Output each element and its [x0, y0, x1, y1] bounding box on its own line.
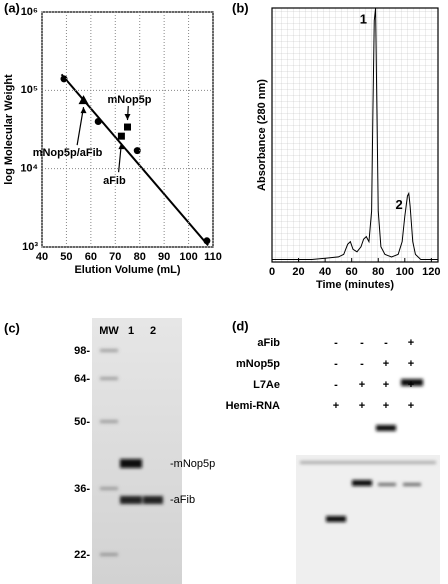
- x-tick-label: 70: [109, 251, 121, 263]
- marker-label: 22-: [74, 549, 90, 561]
- band-label: -aFib: [170, 494, 195, 506]
- row-label: L7Ae: [253, 379, 280, 391]
- lane-sign: +: [383, 379, 389, 391]
- x-tick-label: 60: [346, 266, 358, 278]
- point-label: mNop5p: [108, 94, 152, 106]
- y-tick-label: 10³: [22, 241, 38, 253]
- x-axis-label: Time (minutes): [316, 279, 394, 291]
- lane-sign: -: [384, 337, 388, 349]
- x-tick-label: 80: [372, 266, 384, 278]
- arrow-head: [124, 114, 131, 121]
- marker-label: 64-: [74, 373, 90, 385]
- data-point: [124, 123, 131, 131]
- lane-sign: -: [334, 337, 338, 349]
- y-axis-label: log Molecular Weight: [3, 74, 15, 185]
- lane-sign: +: [359, 379, 365, 391]
- plot-frame: [271, 7, 439, 263]
- lane-sign: +: [383, 358, 389, 370]
- lane-sign: +: [359, 400, 365, 412]
- panel-label: (b): [232, 0, 249, 15]
- x-tick-label: 120: [422, 266, 440, 278]
- gel-d-background: [296, 455, 440, 584]
- lane-sign: -: [360, 358, 364, 370]
- x-axis-label: Elution Volume (mL): [74, 264, 180, 276]
- data-point: [78, 95, 89, 105]
- x-tick-label: 40: [319, 266, 331, 278]
- data-point: [133, 147, 141, 155]
- gel-c-bands: [100, 349, 163, 556]
- peak-label: 1: [360, 11, 367, 26]
- lane-sign: -: [360, 337, 364, 349]
- lane-sign: +: [383, 400, 389, 412]
- lane-sign: +: [408, 337, 414, 349]
- y-tick-label: 10⁶: [21, 6, 38, 18]
- row-label: Hemi-RNA: [226, 400, 280, 412]
- panel-label: (d): [232, 318, 249, 333]
- arrow-head: [118, 143, 125, 150]
- peak-label: 2: [396, 197, 403, 212]
- x-tick-label: 60: [85, 251, 97, 263]
- lane-label: MW: [99, 325, 119, 337]
- gel-c-background: [92, 318, 182, 584]
- x-tick-label: 50: [60, 251, 72, 263]
- x-tick-label: 110: [204, 251, 222, 263]
- point-label: aFib: [103, 175, 126, 187]
- lane-sign: +: [408, 379, 414, 391]
- band-label: -mNop5p: [170, 458, 215, 470]
- x-tick-label: 20: [292, 266, 304, 278]
- x-tick-label: 0: [269, 266, 275, 278]
- lane-sign: -: [334, 358, 338, 370]
- panel-label: (a): [4, 0, 20, 15]
- x-tick-label: 90: [158, 251, 170, 263]
- lane-sign: -: [334, 379, 338, 391]
- lane-sign: +: [408, 400, 414, 412]
- marker-label: 50-: [74, 416, 90, 428]
- lane-label: 2: [150, 325, 156, 337]
- x-tick-label: 80: [134, 251, 146, 263]
- x-tick-label: 100: [396, 266, 414, 278]
- lane-sign: +: [333, 400, 339, 412]
- row-label: mNop5p: [236, 358, 280, 370]
- chromatogram-line: [272, 7, 438, 260]
- data-point: [117, 132, 125, 140]
- marker-label: 36-: [74, 483, 90, 495]
- arrow: [76, 107, 85, 146]
- graph-paper: [272, 8, 438, 262]
- gel-d-bands: [300, 379, 436, 522]
- lane-sign: +: [408, 358, 414, 370]
- row-label: aFib: [257, 337, 280, 349]
- marker-label: 98-: [74, 345, 90, 357]
- x-tick-label: 100: [179, 251, 197, 263]
- y-tick-label: 10⁵: [21, 84, 38, 96]
- point-label: mNop5p/aFib: [33, 147, 103, 159]
- lane-label: 1: [128, 325, 134, 337]
- y-axis-label: Absorbance (280 nm): [256, 79, 268, 191]
- y-tick-label: 10⁴: [20, 163, 38, 175]
- panel-label: (c): [4, 320, 20, 335]
- x-tick-label: 40: [36, 251, 48, 263]
- arrow-head: [80, 107, 87, 114]
